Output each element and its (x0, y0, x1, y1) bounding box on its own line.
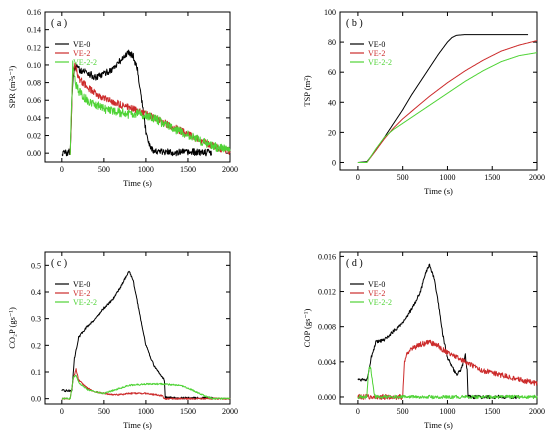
legend-label-ve-2-2: VE-2-2 (73, 298, 97, 307)
x-tick-label: 0 (60, 407, 64, 416)
panel-4: 0 500 1000 1500 2000 0.000 0.004 0.008 0.012 0.01… (302, 251, 545, 430)
y-tick-label: 0.10 (27, 61, 41, 70)
legend-label-ve-2-2: VE-2-2 (368, 298, 392, 307)
x-tick-label: 2000 (529, 173, 545, 182)
plot-frame (339, 251, 538, 405)
y-tick-label: 0.08 (27, 79, 41, 88)
x-tick-label: 500 (98, 407, 110, 416)
series-line-ve-2-2 (69, 60, 231, 156)
series-line-ve-0 (61, 270, 214, 400)
plot-frame (44, 251, 231, 405)
y-tick-label: 0.016 (318, 252, 336, 261)
series-line-ve-0 (357, 34, 529, 163)
series-line-ve-2-2 (357, 366, 538, 400)
y-tick-label: 0.00 (27, 149, 41, 158)
x-tick-label: 1000 (138, 407, 154, 416)
panel-label: ( d ) (346, 258, 363, 269)
y-tick-label: 0 (332, 158, 336, 167)
legend-label-ve-0: VE-0 (73, 40, 90, 49)
y-tick-label: 0.004 (318, 358, 336, 367)
y-axis-label: TSP (m²) (302, 75, 312, 106)
series-line-ve-2 (357, 339, 538, 401)
y-tick-label: 0.06 (27, 96, 41, 105)
y-tick-label: 0.4 (31, 288, 41, 297)
x-tick-label: 2000 (529, 407, 545, 416)
y-axis-label: COP (gs⁻¹) (302, 309, 312, 348)
y-tick-label: 0.5 (31, 261, 41, 270)
x-tick-label: 1500 (180, 407, 196, 416)
y-tick-label: 60 (328, 68, 336, 77)
legend-label-ve-2-2: VE-2-2 (368, 58, 392, 67)
x-tick-label: 500 (397, 407, 409, 416)
legend-label-ve-2-2: VE-2-2 (73, 58, 97, 67)
x-tick-label: 2000 (222, 165, 238, 174)
y-tick-label: 0.3 (31, 315, 41, 324)
y-tick-label: 0.008 (318, 323, 336, 332)
x-tick-label: 1500 (180, 165, 196, 174)
legend-label-ve-2: VE-2 (368, 289, 385, 298)
x-axis-label: Time (s) (123, 420, 152, 430)
y-tick-label: 0.12 (27, 43, 41, 52)
x-tick-label: 0 (60, 165, 64, 174)
y-tick-label: 0.02 (27, 132, 41, 141)
y-tick-label: 80 (328, 38, 336, 47)
legend-label-ve-2: VE-2 (73, 289, 90, 298)
y-tick-label: 0.0 (31, 395, 41, 404)
panel-label: ( b ) (346, 18, 363, 29)
x-tick-label: 1000 (439, 173, 455, 182)
legend-label-ve-2: VE-2 (73, 49, 90, 58)
panel-3: 0 500 1000 1500 2000 0.0 0.1 0.2 0.3 0.4 0.5 Time (… (7, 251, 238, 430)
y-axis-label: CO₂P (gs⁻¹) (7, 307, 17, 349)
y-tick-label: 0.04 (27, 114, 41, 123)
series-line-ve-2-2 (61, 374, 231, 400)
x-tick-label: 1500 (484, 407, 500, 416)
x-tick-label: 500 (98, 165, 110, 174)
y-tick-label: 20 (328, 128, 336, 137)
x-tick-label: 0 (356, 173, 360, 182)
x-tick-label: 500 (397, 173, 409, 182)
x-tick-label: 0 (356, 407, 360, 416)
x-tick-label: 1500 (484, 173, 500, 182)
y-tick-label: 100 (324, 8, 336, 17)
y-tick-label: 0.000 (318, 393, 336, 402)
legend-label-ve-0: VE-0 (368, 280, 385, 289)
panel-label: ( a ) (51, 18, 67, 29)
x-axis-label: Time (s) (123, 178, 152, 188)
panel-2: 0 500 1000 1500 2000 0 20 40 60 80 100 Time (s) TSP … (302, 8, 545, 196)
x-tick-label: 1000 (439, 407, 455, 416)
panel-1: 0 500 1000 1500 2000 0.00 0.02 0.04 0.06 0.08 0.10… (7, 8, 238, 188)
x-tick-label: 1000 (138, 165, 154, 174)
y-tick-label: 40 (328, 98, 336, 107)
plot-frame (44, 11, 231, 163)
y-tick-label: 0.012 (318, 288, 336, 297)
series-line-ve-0 (61, 49, 212, 157)
y-tick-label: 0.14 (27, 26, 41, 35)
x-axis-label: Time (s) (424, 420, 453, 430)
legend-label-ve-0: VE-0 (73, 280, 90, 289)
legend-label-ve-2: VE-2 (368, 49, 385, 58)
series-line-ve-2 (61, 368, 231, 400)
x-tick-label: 2000 (222, 407, 238, 416)
y-tick-label: 0.1 (31, 368, 41, 377)
series-line-ve-2-2 (357, 52, 538, 163)
y-tick-label: 0.16 (27, 8, 41, 17)
plot-frame (339, 11, 538, 171)
x-axis-label: Time (s) (424, 186, 453, 196)
panel-label: ( c ) (51, 258, 67, 269)
legend-label-ve-0: VE-0 (368, 40, 385, 49)
y-tick-label: 0.2 (31, 341, 41, 350)
y-axis-label: SPR (m²s⁻¹) (7, 66, 17, 109)
